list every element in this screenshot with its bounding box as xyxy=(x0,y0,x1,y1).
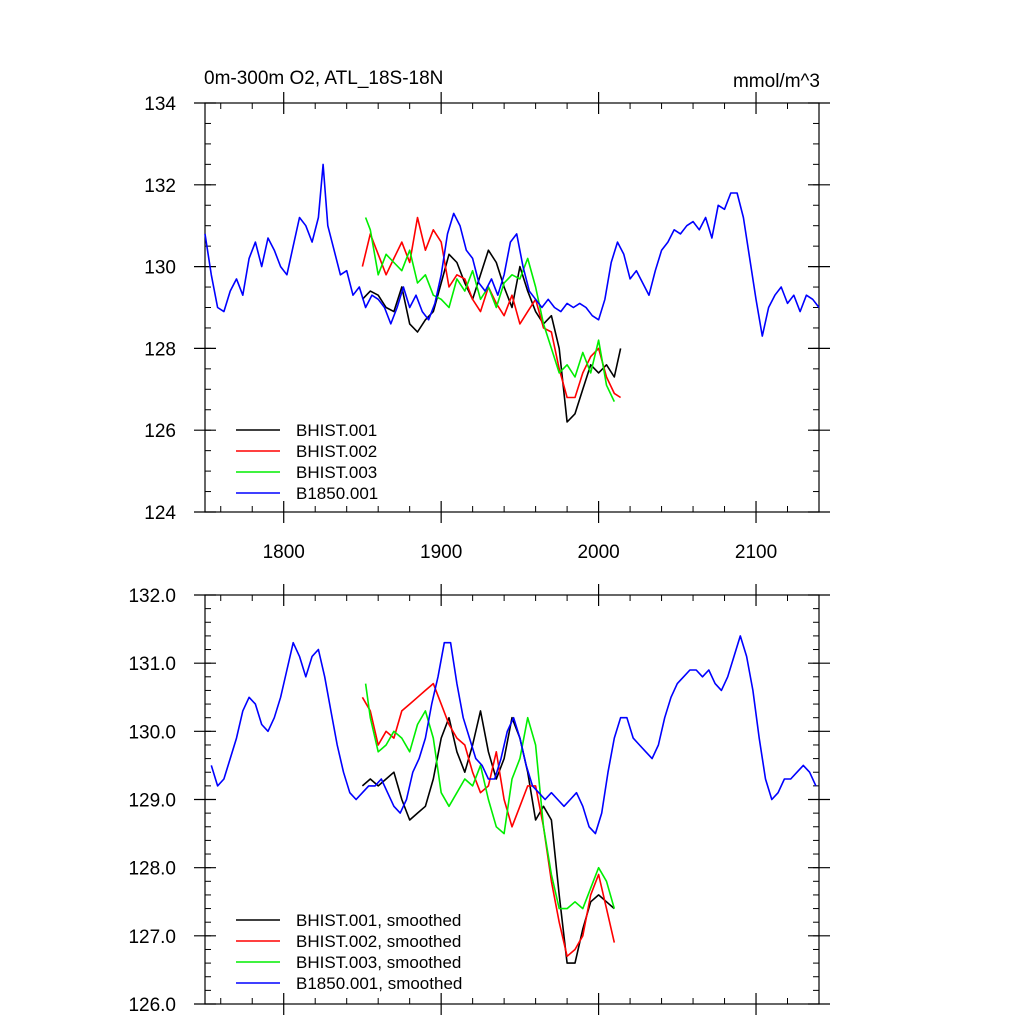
y-tick-label: 134 xyxy=(144,94,176,115)
legend-label: B1850.001, smoothed xyxy=(296,974,462,993)
x-tick-label: 1800 xyxy=(263,542,305,563)
series-line-2 xyxy=(361,216,622,399)
y-tick-label: 124 xyxy=(144,503,176,524)
legend-label: BHIST.003 xyxy=(296,463,377,482)
x-tick-label: 2000 xyxy=(577,542,619,563)
y-tick-label: 126 xyxy=(144,421,176,442)
series-line-4 xyxy=(204,163,820,337)
legend-label: BHIST.001 xyxy=(296,421,377,440)
y-tick-label: 126.0 xyxy=(128,995,176,1016)
legend-label: BHIST.002 xyxy=(296,442,377,461)
y-tick-label: 132 xyxy=(144,176,176,197)
y-tick-label: 127.0 xyxy=(128,927,176,948)
y-tick-label: 132.0 xyxy=(128,586,176,607)
legend-label: B1850.001 xyxy=(296,484,378,503)
y-tick-label: 129.0 xyxy=(128,791,176,812)
series-line-3 xyxy=(364,683,616,910)
bottom-panel: 126.0 127.0 128.0 129.0 130.0 131.0 132.0 BHIST… xyxy=(128,584,830,1016)
series-line-2 xyxy=(361,682,616,958)
series-line-3 xyxy=(364,217,616,402)
legend-label: BHIST.003, smoothed xyxy=(296,953,461,972)
x-tick-label: 1900 xyxy=(420,542,462,563)
x-tick-label: 2100 xyxy=(735,542,777,563)
series-line-4 xyxy=(210,635,817,835)
legend-label: BHIST.002, smoothed xyxy=(296,932,461,951)
y-tick-label: 128 xyxy=(144,339,176,360)
y-tick-label: 128.0 xyxy=(128,859,176,880)
series-line-1 xyxy=(361,710,615,964)
top-panel: 0m-300m O2, ATL_18S-18N mmol/m^3 1800 190… xyxy=(144,68,830,563)
legend-label: BHIST.001, smoothed xyxy=(296,911,461,930)
y-tick-label: 130 xyxy=(144,258,176,279)
units-label: mmol/m^3 xyxy=(733,71,820,92)
chart-title: 0m-300m O2, ATL_18S-18N xyxy=(204,68,443,89)
y-tick-label: 130.0 xyxy=(128,722,176,743)
y-tick-label: 131.0 xyxy=(128,654,176,675)
series-line-1 xyxy=(361,249,622,423)
